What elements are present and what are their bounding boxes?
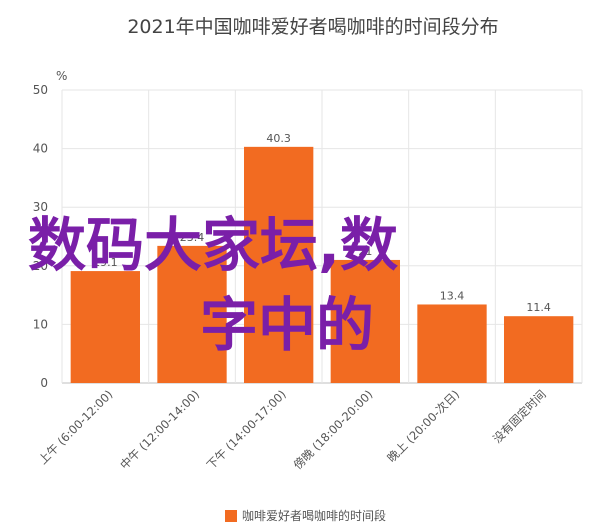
bar [244,146,314,383]
x-tick-label: 中午 (12:00-14:00) [117,387,202,472]
data-label: 19.1 [93,256,118,269]
data-label: 13.4 [440,289,465,302]
gridlines [61,89,583,384]
bar [157,245,227,383]
x-tick-label: 没有固定时间 [490,387,549,446]
legend: 咖啡爱好者喝咖啡的时间段 [225,508,386,523]
x-tick-label: 晚上 (20:00-次日) [384,387,462,465]
y-axis-unit: % [56,69,67,83]
y-tick-label: 10 [33,317,48,331]
y-tick-label: 50 [33,83,48,97]
bar [330,259,400,383]
y-tick-label: 20 [33,259,48,273]
watermark: 数码大家坛,数 字中的 [28,211,398,359]
data-label: 40.3 [266,132,291,145]
x-tick-label: 傍晚 (18:00-20:00) [291,387,376,472]
x-tick-label: 下午 (14:00-17:00) [204,387,289,472]
bar [504,316,574,383]
data-labels: 19.1 23.4 40.3 21 13.4 11.4 [93,132,551,314]
legend-label: 咖啡爱好者喝咖啡的时间段 [242,508,386,523]
data-label: 11.4 [526,301,551,314]
watermark-line-2: 字中的 [200,291,374,359]
x-axis-ticks: 上午 (6:00-12:00) 中午 (12:00-14:00) 下午 (14:00… [36,387,549,472]
y-tick-label: 40 [33,142,48,156]
bar-series [70,146,574,383]
bar [417,304,487,383]
y-tick-label: 0 [40,376,48,390]
data-label: 21 [358,245,372,258]
y-axis-ticks: 0 10 20 30 40 50 [33,83,48,390]
legend-swatch [225,510,237,522]
y-tick-label: 30 [33,200,48,214]
bar [70,271,140,383]
x-tick-label: 上午 (6:00-12:00) [36,387,116,467]
chart-title: 2021年中国咖啡爱好者喝咖啡的时间段分布 [127,16,498,38]
watermark-line-1: 数码大家坛,数 [28,211,398,279]
data-label: 23.4 [180,231,205,244]
